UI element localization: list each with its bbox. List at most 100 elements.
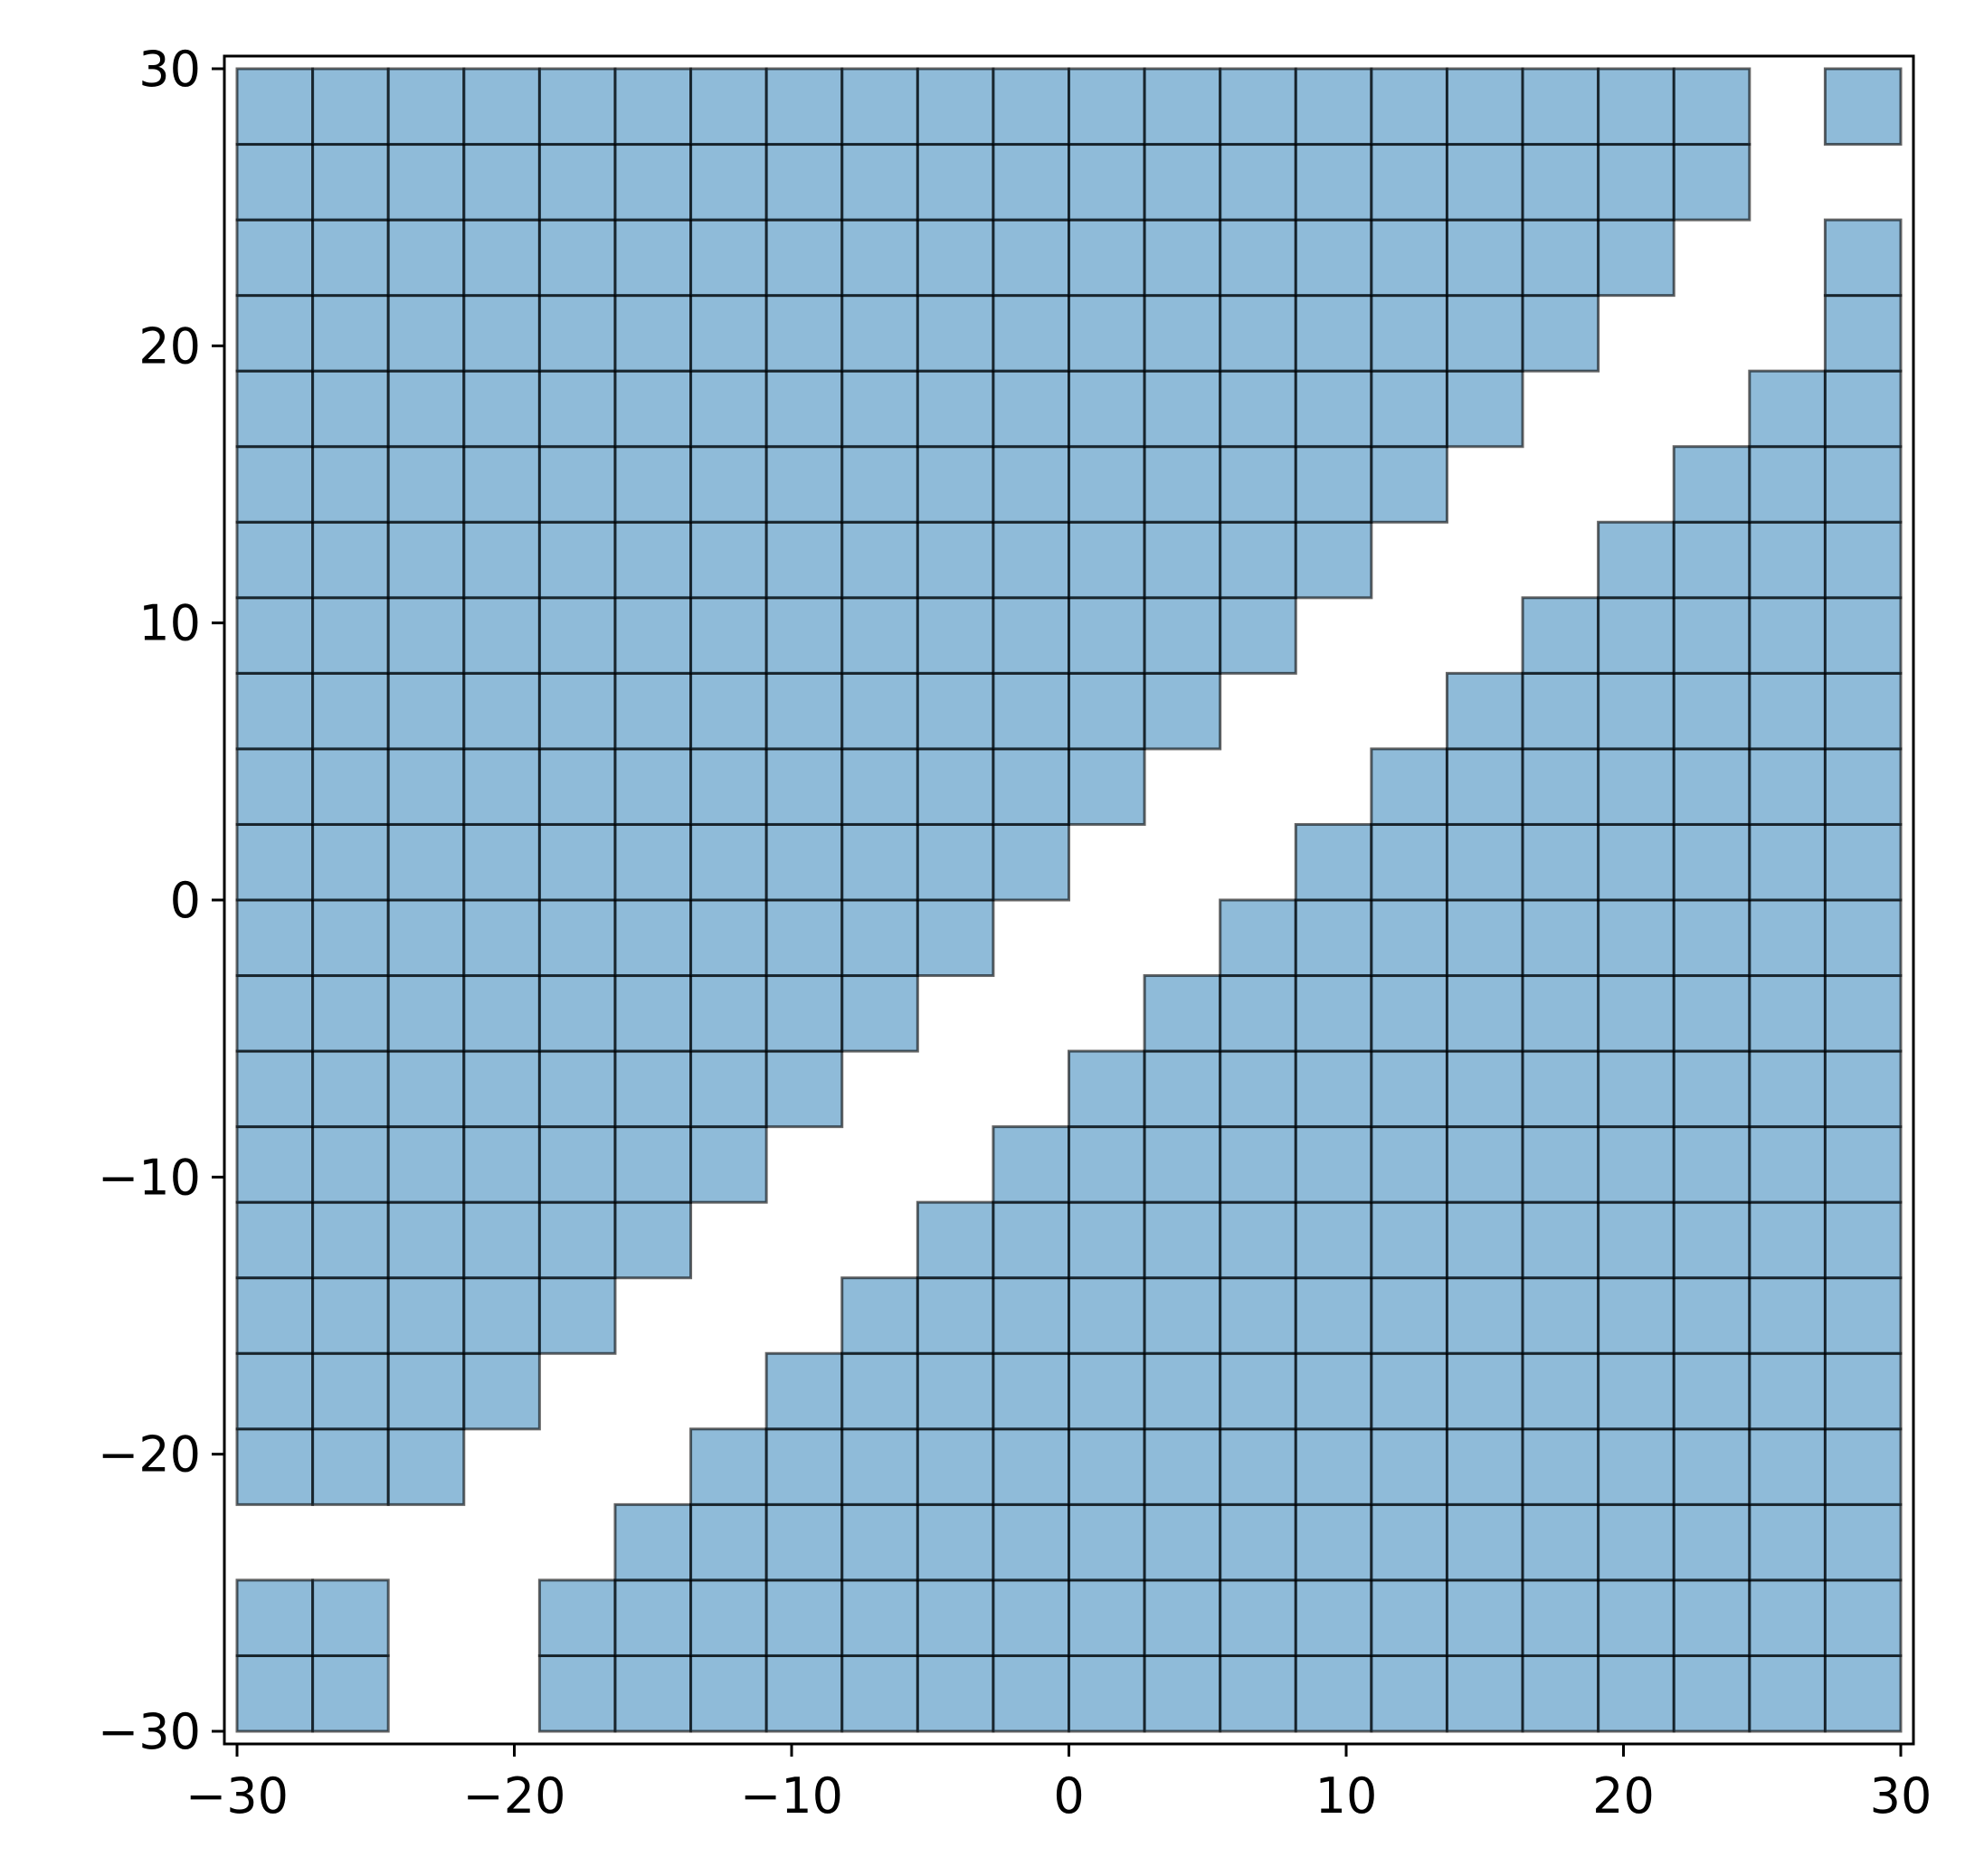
grid-cell [386,1049,466,1129]
grid-cell [840,1427,919,1506]
grid-cell [1672,1276,1751,1355]
grid-cell [992,1427,1070,1506]
grid-cell [386,520,466,600]
grid-cell [1445,1427,1524,1506]
grid-cell [1823,520,1903,600]
grid-cell [1370,1049,1448,1129]
grid-cell [386,143,466,222]
grid-cell [992,1578,1070,1657]
grid-cell [1748,1653,1827,1733]
grid-cell [1068,671,1146,751]
grid-cell [689,1427,768,1506]
grid-cell [916,294,995,373]
grid-cell [1219,67,1297,147]
grid-cell [840,974,919,1053]
grid-cell [1521,898,1600,978]
grid-cell [992,67,1070,147]
grid-cell [1143,1351,1222,1431]
grid-cell [235,1125,315,1204]
grid-cell [311,520,390,600]
grid-cell [1219,1125,1297,1204]
grid-cell [1068,445,1146,524]
grid-cell [462,143,541,222]
grid-cell [840,822,919,902]
grid-cell [764,596,844,675]
grid-cell [764,294,844,373]
grid-cell [1748,747,1827,826]
grid-cell [1294,1125,1373,1204]
grid-cell [840,1653,919,1733]
grid-cell [764,1351,844,1431]
grid-cell [1823,747,1903,826]
grid-cell [1143,1276,1222,1355]
grid-cell [764,1578,844,1657]
grid-cell [235,1200,315,1280]
grid-cell [537,822,617,902]
grid-cell [1143,1200,1222,1280]
grid-cell [1370,1502,1448,1582]
grid-cell [1823,1276,1903,1355]
grid-cell [764,822,844,902]
grid-cell [311,596,390,675]
grid-cell [689,822,768,902]
grid-cell [1445,294,1524,373]
grid-cell [840,520,919,600]
grid-cell [1672,1578,1751,1657]
grid-cell [235,369,315,449]
grid-cell [1370,822,1448,902]
grid-cell [1294,974,1373,1053]
grid-cell [1597,1351,1675,1431]
grid-cell [386,1125,466,1204]
grid-cell [1068,369,1146,449]
grid-cell [462,218,541,298]
grid-cell [1597,1653,1675,1733]
grid-cell [1445,1125,1524,1204]
grid-cell [1143,596,1222,675]
grid-cell [1143,143,1222,222]
grid-cell [537,1200,617,1280]
grid-cell [1672,67,1751,147]
grid-cell [1823,822,1903,902]
grid-cell [1521,1502,1600,1582]
x-tick-label: −10 [740,1767,843,1824]
grid-cell [1445,974,1524,1053]
grid-cell [992,1276,1070,1355]
grid-cell [916,747,995,826]
grid-cell [386,445,466,524]
grid-cell [613,1578,693,1657]
grid-cell [916,1427,995,1506]
grid-cell [916,898,995,978]
grid-cell [235,1427,315,1506]
grid-cell [1219,1653,1297,1733]
grid-cell [1521,1351,1600,1431]
grid-cell [613,898,693,978]
grid-cell [537,67,617,147]
grid-cell [1672,143,1751,222]
grid-cell [1294,143,1373,222]
grid-cell [1294,520,1373,600]
grid-cell [1370,1653,1448,1733]
grid-cell [1068,294,1146,373]
grid-cell [764,369,844,449]
grid-cell [1521,218,1600,298]
grid-cell [1748,671,1827,751]
grid-cell [537,1049,617,1129]
grid-cell [764,218,844,298]
grid-cell [689,294,768,373]
grid-cell [992,671,1070,751]
grid-cell [916,596,995,675]
grid-cell [386,1276,466,1355]
grid-cell [1219,1578,1297,1657]
grid-cell [1294,294,1373,373]
grid-cell [1823,898,1903,978]
grid-cell [1823,218,1903,298]
grid-cell [1823,1502,1903,1582]
grid-cell [537,143,617,222]
grid-cell [1370,294,1448,373]
grid-cell [1521,1276,1600,1355]
grid-cell [1672,520,1751,600]
grid-cell [235,898,315,978]
grid-cell [386,218,466,298]
grid-cell [1521,67,1600,147]
grid-cell [1143,520,1222,600]
